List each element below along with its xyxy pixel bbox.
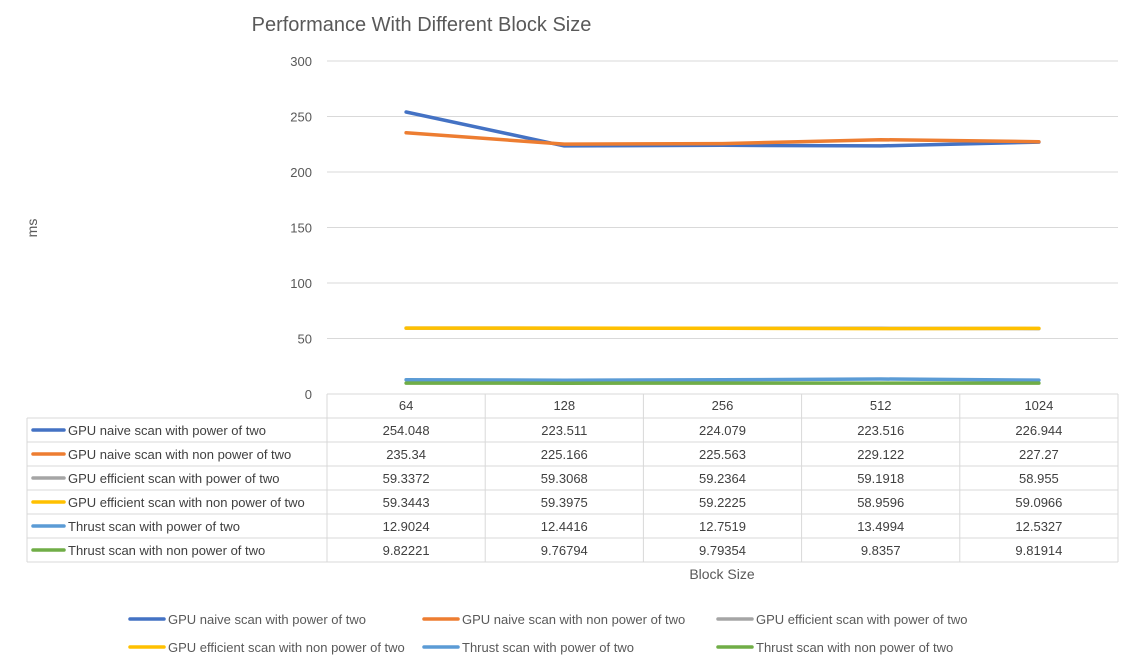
y-axis-ticks: 0 50 100 150 200 250 300 [290,54,312,402]
table-data-cell: 13.4994 [857,519,904,534]
table-data-cell: 225.166 [541,447,588,462]
series-line-4 [404,326,1041,331]
table-series-label: GPU naive scan with non power of two [68,447,291,462]
table-data-cell: 223.516 [857,423,904,438]
y-tick-label: 200 [290,165,312,180]
table-series-label: GPU naive scan with power of two [68,423,266,438]
table-data-cell: 58.9596 [857,495,904,510]
table-data-cell: 59.1918 [857,471,904,486]
table-data-cell: 235.34 [386,447,426,462]
x-tick-label: 128 [553,398,575,413]
legend-entry: Thrust scan with non power of two [756,640,953,655]
table-data-cell: 12.4416 [541,519,588,534]
legend-entry: GPU efficient scan with non power of two [168,640,405,655]
table-data-cell: 59.3068 [541,471,588,486]
gridlines [327,60,1118,339]
table-series-label: Thrust scan with non power of two [68,543,265,558]
data-table: 64 128 256 512 1024 GPU naive scan with power… [26,393,1119,563]
table-data-cell: 59.3443 [383,495,430,510]
table-data-cell: 59.3372 [383,471,430,486]
table-data-cell: 9.81914 [1015,543,1062,558]
y-tick-label: 50 [298,332,312,347]
table-data-cell: 58.955 [1019,471,1059,486]
table-series-label: GPU efficient scan with power of two [68,471,279,486]
y-tick-label: 300 [290,54,312,69]
table-data-cell: 9.8357 [861,543,901,558]
table-data-cell: 227.27 [1019,447,1059,462]
legend-entry: GPU naive scan with non power of two [462,612,685,627]
series-lines [404,110,1041,385]
y-axis-title: ms [24,219,40,238]
legend-entry: GPU efficient scan with power of two [756,612,967,627]
table-data-cell: 9.76794 [541,543,588,558]
series-line-2 [404,131,1041,146]
table-data-cell: 9.82221 [383,543,430,558]
table-series-label: GPU efficient scan with non power of two [68,495,305,510]
chart-title: Performance With Different Block Size [0,14,1137,37]
legend-entry: Thrust scan with power of two [462,640,634,655]
table-data-cell: 59.2225 [699,495,746,510]
table-data-cell: 226.944 [1015,423,1062,438]
x-tick-label: 512 [870,398,892,413]
table-data-cell: 12.7519 [699,519,746,534]
table-data-cell: 59.2364 [699,471,746,486]
table-data-cell: 12.9024 [383,519,430,534]
table-data-cell: 59.0966 [1015,495,1062,510]
table-data-cell: 224.079 [699,423,746,438]
y-tick-label: 150 [290,221,312,236]
table-data-cell: 225.563 [699,447,746,462]
y-tick-label: 250 [290,110,312,125]
legend: GPU naive scan with power of two GPU naiv… [128,612,967,655]
x-axis-title: Block Size [689,566,755,582]
series-line-5 [404,377,1041,382]
table-data-cell: 229.122 [857,447,904,462]
y-tick-label: 0 [305,387,312,402]
table-data-cell: 223.511 [541,423,587,438]
table-data-cell: 59.3975 [541,495,588,510]
x-tick-label: 64 [399,398,413,413]
x-tick-label: 256 [712,398,734,413]
table-data-cell: 12.5327 [1015,519,1062,534]
chart-title-text: Performance With Different Block Size [251,14,592,36]
table-series-label: Thrust scan with power of two [68,519,240,534]
legend-entry: GPU naive scan with power of two [168,612,366,627]
y-tick-label: 100 [290,276,312,291]
table-data-cell: 9.79354 [699,543,746,558]
x-tick-label: 1024 [1024,398,1053,413]
table-data-cell: 254.048 [383,423,430,438]
